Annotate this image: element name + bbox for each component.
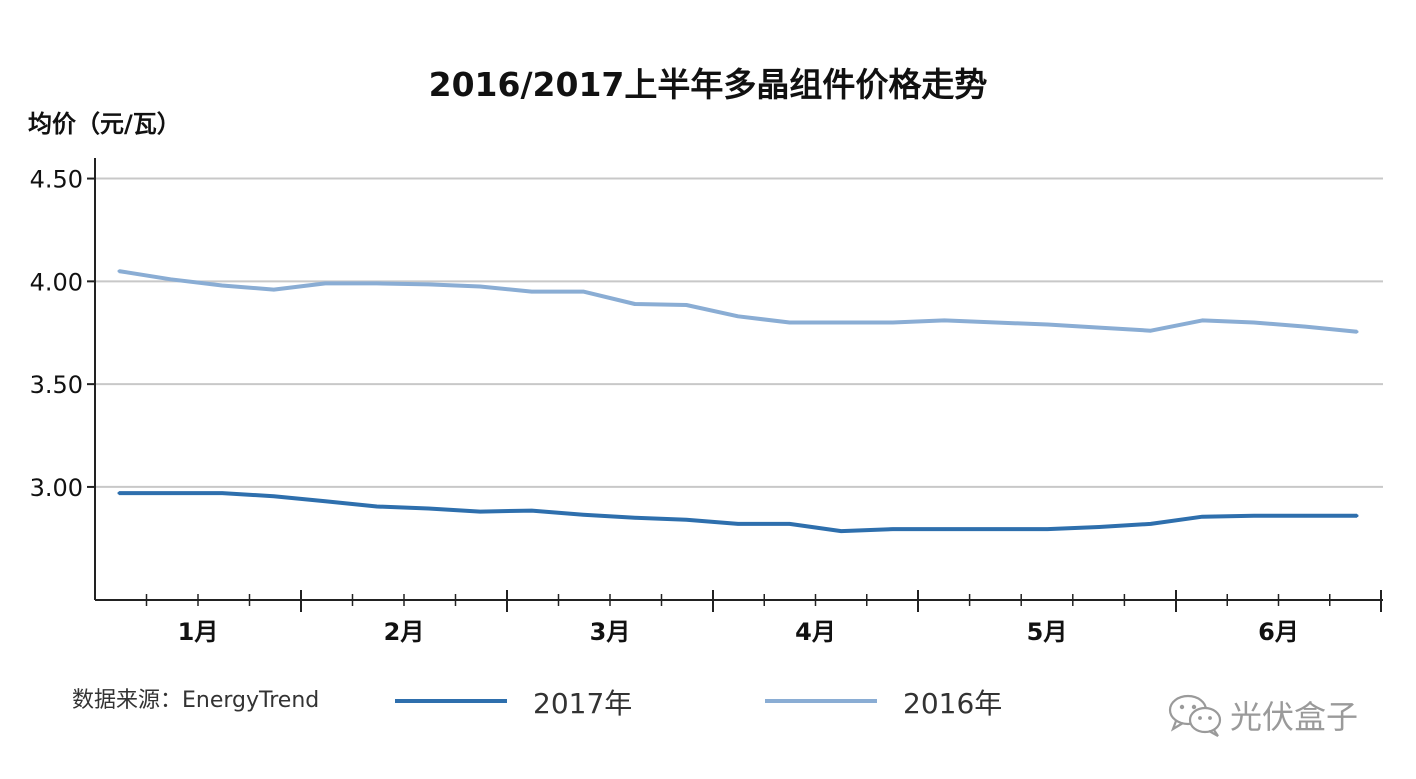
data-point	[272, 494, 276, 498]
data-point	[220, 491, 224, 495]
chart-title: 2016/2017上半年多晶组件价格走势	[428, 65, 988, 104]
data-point	[478, 510, 482, 514]
data-point	[581, 290, 585, 294]
data-point	[1149, 522, 1153, 526]
data-point	[530, 290, 534, 294]
x-tick-label: 5月	[1027, 618, 1068, 646]
x-tick-label: 6月	[1258, 618, 1299, 646]
x-tick-label: 3月	[590, 618, 631, 646]
y-tick-label: 3.00	[30, 474, 83, 502]
data-point	[839, 320, 843, 324]
data-point	[788, 522, 792, 526]
y-axis-label: 均价（元/瓦）	[28, 110, 181, 138]
data-point	[633, 516, 637, 520]
data-point	[1355, 514, 1359, 518]
axes	[87, 158, 1383, 612]
data-point	[891, 527, 895, 531]
data-point	[1097, 326, 1101, 330]
x-tick-label: 2月	[384, 618, 425, 646]
data-point	[478, 284, 482, 288]
data-point	[736, 314, 740, 318]
series-lines	[117, 269, 1359, 534]
watermark-text: 光伏盒子	[1230, 698, 1359, 736]
legend-label-2017: 2017年	[533, 687, 633, 720]
grid-lines	[95, 177, 1383, 488]
data-point	[633, 302, 637, 306]
data-point	[684, 518, 688, 522]
x-tick-label: 4月	[795, 618, 836, 646]
tick-labels: 3.00 3.50 4.00 4.50 1月 2月 3月 4月 5月 6月	[30, 166, 1299, 646]
data-point	[839, 529, 843, 533]
data-point	[736, 522, 740, 526]
data-point	[1046, 527, 1049, 531]
data-point	[220, 283, 224, 287]
data-point	[1303, 325, 1307, 329]
legend-label-2016: 2016年	[903, 687, 1003, 720]
data-point	[1200, 515, 1204, 519]
wechat-icon	[1168, 694, 1222, 737]
data-source-note: 数据来源：EnergyTrend	[72, 688, 320, 713]
data-point	[891, 320, 895, 324]
data-point	[942, 527, 946, 531]
data-point	[581, 513, 585, 517]
data-point	[272, 288, 276, 292]
data-point	[169, 277, 173, 281]
data-point	[1252, 514, 1256, 518]
data-point	[117, 491, 121, 495]
y-tick-label: 4.50	[30, 166, 83, 194]
y-tick-label: 3.50	[30, 371, 83, 399]
data-point	[427, 282, 430, 286]
data-point	[994, 527, 998, 531]
data-point	[427, 507, 430, 511]
y-tick-label: 4.00	[30, 268, 83, 296]
data-point	[684, 303, 688, 307]
data-point	[1200, 318, 1204, 322]
data-point	[788, 320, 792, 324]
data-point	[375, 281, 379, 285]
data-point	[323, 281, 327, 285]
data-point	[1303, 514, 1307, 518]
data-point	[117, 269, 121, 273]
data-point	[994, 320, 998, 324]
data-point	[169, 491, 173, 495]
legend-swatch-2017	[395, 699, 507, 703]
data-point	[1097, 525, 1101, 529]
data-point	[1252, 320, 1256, 324]
data-point	[375, 504, 379, 508]
data-point	[1149, 329, 1153, 333]
data-point	[942, 318, 946, 322]
data-point	[530, 509, 534, 513]
x-tick-label: 1月	[178, 618, 219, 646]
legend-swatch-2016	[765, 699, 877, 703]
series-line-2016年	[118, 269, 1358, 334]
data-point	[323, 499, 327, 503]
data-point	[1355, 330, 1359, 334]
data-point	[1046, 323, 1049, 327]
